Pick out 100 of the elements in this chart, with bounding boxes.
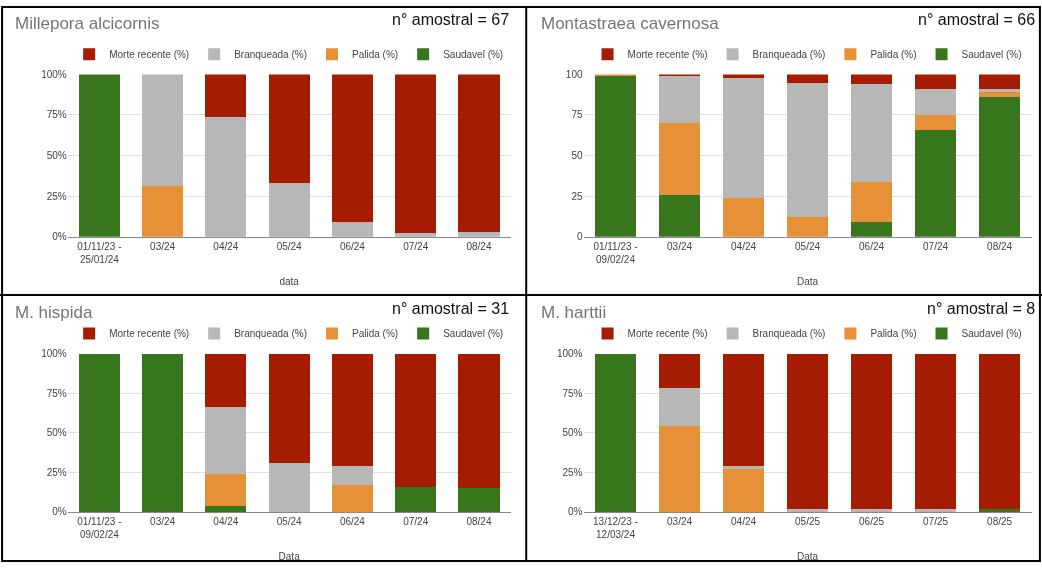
text: n° amostral = 8 bbox=[927, 300, 1036, 317]
x-axis-title: Data bbox=[278, 551, 301, 563]
bar bbox=[850, 84, 893, 182]
y-tick-label: 100% bbox=[556, 348, 583, 359]
x-tick-label: 04/24 bbox=[731, 515, 757, 527]
bar bbox=[722, 469, 765, 512]
bar bbox=[722, 466, 765, 470]
bar bbox=[914, 89, 957, 115]
bar bbox=[850, 353, 893, 509]
bar bbox=[658, 353, 701, 389]
x-tick-label: 07/24 bbox=[923, 240, 949, 252]
bar bbox=[658, 76, 701, 124]
x-tick-label: 01/11/23 - 09/02/24 bbox=[77, 515, 122, 540]
legend-label: Morte recente (%) bbox=[627, 49, 708, 61]
bar bbox=[978, 97, 1021, 237]
bar bbox=[914, 74, 957, 89]
x-tick-label: 08/24 bbox=[987, 240, 1013, 252]
y-tick-label: 100 bbox=[565, 68, 583, 80]
x-tick-label: 13/12/23 - 12/03/24 bbox=[593, 515, 639, 540]
bar bbox=[331, 222, 373, 237]
bar bbox=[978, 92, 1021, 98]
x-tick-label: 03/24 bbox=[150, 515, 176, 527]
x-axis-title: Data bbox=[796, 551, 819, 563]
bar bbox=[331, 485, 373, 512]
bar bbox=[78, 353, 120, 512]
x-tick-label: 03/24 bbox=[667, 240, 693, 252]
bar bbox=[658, 194, 701, 237]
y-tick-label: 75% bbox=[46, 109, 67, 121]
y-tick-label: 25 bbox=[571, 190, 583, 202]
bar bbox=[268, 353, 310, 463]
legend-label: Morte recente (%) bbox=[109, 328, 190, 340]
y-tick-label: 25% bbox=[562, 466, 583, 478]
bar bbox=[268, 462, 310, 512]
bar bbox=[850, 222, 893, 237]
y-tick-label: 100% bbox=[41, 68, 67, 80]
y-tick-label: 0% bbox=[52, 506, 67, 518]
bar bbox=[722, 197, 765, 237]
legend-label: Morte recente (%) bbox=[109, 49, 190, 61]
legend-label: Branqueada (%) bbox=[234, 49, 308, 61]
x-tick-label: 05/24 bbox=[795, 240, 821, 252]
bar bbox=[786, 82, 829, 218]
bar bbox=[268, 183, 310, 237]
x-tick-label: 04/24 bbox=[213, 515, 239, 527]
bar bbox=[786, 74, 829, 83]
bar bbox=[395, 74, 437, 234]
legend-label: Palida (%) bbox=[352, 49, 399, 61]
bar bbox=[914, 129, 957, 237]
bar bbox=[786, 217, 829, 237]
bar bbox=[914, 114, 957, 130]
text: n° amostral = 66 bbox=[918, 11, 1036, 28]
bar bbox=[395, 486, 437, 512]
legend-label: Saudavel (%) bbox=[443, 49, 504, 61]
x-tick-label: 05/25 bbox=[795, 515, 821, 527]
bar bbox=[722, 74, 765, 78]
y-tick-label: 25% bbox=[46, 466, 67, 478]
y-tick-label: 50% bbox=[562, 427, 583, 439]
bar bbox=[978, 353, 1021, 509]
bar bbox=[205, 407, 247, 474]
y-tick-label: 0% bbox=[568, 506, 583, 518]
bar bbox=[978, 74, 1021, 89]
x-tick-label: 07/24 bbox=[403, 515, 429, 527]
x-tick-label: 04/24 bbox=[731, 240, 757, 252]
y-tick-label: 100% bbox=[41, 348, 67, 359]
bar bbox=[914, 508, 957, 512]
bar bbox=[850, 181, 893, 223]
x-tick-label: 06/24 bbox=[339, 240, 366, 252]
y-tick-label: 50% bbox=[46, 427, 67, 439]
y-tick-label: 50 bbox=[571, 150, 583, 162]
x-axis-title: data bbox=[279, 276, 300, 288]
bar bbox=[142, 353, 184, 512]
y-tick-label: 75% bbox=[562, 387, 583, 399]
bar bbox=[205, 473, 247, 506]
bar bbox=[458, 488, 500, 512]
legend-label: Branqueada (%) bbox=[752, 49, 826, 61]
bar bbox=[331, 353, 373, 467]
x-tick-label: 06/24 bbox=[859, 240, 885, 252]
x-tick-label: 06/25 bbox=[859, 515, 885, 527]
bar bbox=[978, 508, 1021, 512]
bar bbox=[914, 353, 957, 509]
chart-title: M. hispida bbox=[15, 303, 94, 322]
bar bbox=[978, 89, 1021, 93]
x-tick-label: 08/25 bbox=[987, 515, 1013, 527]
legend-label: Palida (%) bbox=[870, 49, 917, 61]
legend-label: Branqueada (%) bbox=[234, 328, 308, 340]
bar bbox=[594, 353, 637, 512]
bar bbox=[78, 74, 120, 237]
bar bbox=[205, 116, 247, 237]
bar bbox=[786, 508, 829, 512]
bar bbox=[205, 505, 247, 512]
chart-title: M. harttii bbox=[541, 303, 607, 322]
text: n° amostral = 31 bbox=[392, 300, 510, 317]
y-tick-label: 0% bbox=[52, 231, 67, 243]
x-tick-label: 04/24 bbox=[213, 240, 239, 252]
y-tick-label: 0 bbox=[576, 231, 583, 243]
bar bbox=[205, 353, 247, 408]
x-tick-label: 07/24 bbox=[403, 240, 429, 252]
y-tick-label: 50% bbox=[46, 150, 67, 162]
bar bbox=[658, 388, 701, 427]
legend-label: Palida (%) bbox=[870, 328, 917, 340]
bar bbox=[142, 74, 184, 187]
